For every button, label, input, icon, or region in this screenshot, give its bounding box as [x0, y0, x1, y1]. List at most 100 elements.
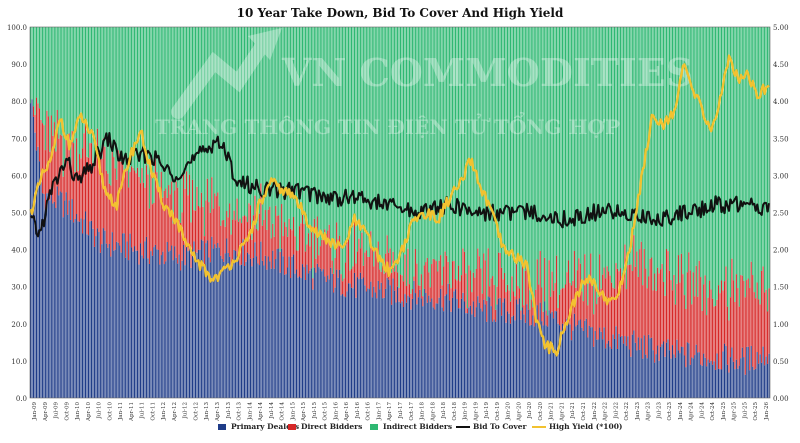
x-tick-label: Oct-15 [323, 402, 329, 421]
y-left-tick-label: 50.0 [11, 210, 27, 218]
bar-direct-bidders [235, 220, 237, 252]
bar-indirect-bidders [175, 27, 177, 182]
bar-direct-bidders [554, 283, 556, 312]
bar-primary-dealers [483, 299, 485, 398]
bar-primary-dealers [171, 245, 173, 398]
bar-indirect-bidders [368, 27, 370, 258]
bar-indirect-bidders [327, 27, 329, 231]
bar-primary-dealers [716, 353, 718, 398]
bar-indirect-bidders [764, 27, 766, 293]
bar-indirect-bidders [715, 27, 717, 306]
bar-primary-dealers [105, 243, 107, 398]
bar-direct-bidders [107, 173, 109, 248]
bar-primary-dealers [600, 331, 602, 398]
bar-primary-dealers [759, 354, 761, 398]
bar-indirect-bidders [651, 27, 653, 258]
bar-indirect-bidders [59, 27, 61, 135]
bar-primary-dealers [108, 243, 110, 398]
bar-indirect-bidders [654, 27, 656, 274]
bar-indirect-bidders [425, 27, 427, 263]
bar-direct-bidders [343, 278, 345, 297]
bar-direct-bidders [307, 233, 309, 274]
bar-primary-dealers [306, 264, 308, 398]
bar-primary-dealers [300, 278, 302, 398]
bar-indirect-bidders [703, 27, 705, 285]
bar-primary-dealers [30, 103, 32, 398]
bar-direct-bidders [184, 188, 186, 266]
bar-direct-bidders [709, 280, 711, 363]
bar-indirect-bidders [621, 27, 623, 277]
bar-indirect-bidders [281, 27, 283, 204]
y-right-tick-label: 0.50 [773, 358, 789, 366]
bar-indirect-bidders [585, 27, 587, 280]
bar-direct-bidders [178, 219, 180, 255]
bar-direct-bidders [402, 281, 405, 307]
bar-primary-dealers [125, 257, 127, 398]
bar-indirect-bidders [489, 27, 491, 287]
bar-direct-bidders [559, 294, 561, 326]
bar-primary-dealers [447, 283, 449, 398]
bar-primary-dealers [383, 297, 385, 398]
bar-direct-bidders [707, 297, 709, 360]
bar-direct-bidders [356, 251, 358, 278]
bar-primary-dealers [282, 256, 284, 398]
bar-indirect-bidders [180, 27, 182, 223]
bar-indirect-bidders [737, 27, 739, 289]
bar-indirect-bidders [96, 27, 98, 129]
bar-direct-bidders [622, 274, 624, 344]
bar-direct-bidders [56, 109, 58, 187]
bar-primary-dealers [710, 360, 712, 398]
bar-direct-bidders [683, 295, 685, 356]
legend-label: Primary Dealers [231, 422, 299, 431]
bar-direct-bidders [703, 284, 705, 354]
bar-primary-dealers [330, 267, 332, 398]
bar-primary-dealers [107, 247, 109, 398]
bar-indirect-bidders [291, 27, 293, 231]
bar-primary-dealers [59, 191, 61, 398]
bar-direct-bidders [758, 299, 760, 364]
bar-direct-bidders [224, 226, 226, 254]
bar-indirect-bidders [660, 27, 662, 270]
bar-indirect-bidders [600, 27, 602, 289]
bar-direct-bidders [129, 171, 131, 234]
bar-primary-dealers [723, 343, 726, 398]
y-right-tick-label: 4.50 [773, 61, 789, 69]
bar-direct-bidders [602, 274, 604, 340]
bar-direct-bidders [163, 190, 165, 265]
bar-direct-bidders [493, 284, 495, 320]
bar-direct-bidders [400, 274, 402, 304]
bar-indirect-bidders [401, 27, 403, 276]
bar-primary-dealers [713, 361, 715, 398]
bar-primary-dealers [101, 244, 103, 398]
bar-primary-dealers [401, 301, 403, 398]
bar-direct-bidders [32, 106, 35, 117]
watermark: VN COMMODITIES TRANG THÔNG TIN ĐIỆN TỬ T… [155, 28, 693, 139]
bar-direct-bidders [585, 279, 587, 319]
bar-indirect-bidders [128, 27, 130, 188]
bar-direct-bidders [643, 248, 645, 336]
bar-primary-dealers [521, 307, 523, 398]
bar-primary-dealers [245, 261, 247, 398]
bar-direct-bidders [215, 196, 217, 248]
bar-primary-dealers [230, 265, 232, 398]
bar-direct-bidders [581, 291, 583, 328]
bar-indirect-bidders [321, 27, 323, 240]
bar-primary-dealers [465, 313, 467, 398]
bar-primary-dealers [642, 358, 644, 398]
bar-primary-dealers [52, 203, 54, 398]
bar-indirect-bidders [446, 27, 448, 256]
x-tick-label: Oct-18 [452, 402, 458, 421]
bar-primary-dealers [478, 302, 480, 398]
bar-indirect-bidders [55, 27, 57, 152]
bar-direct-bidders [569, 282, 571, 325]
bar-primary-dealers [526, 304, 528, 398]
bar-indirect-bidders [50, 27, 52, 116]
x-tick-label: Jan-20 [506, 402, 512, 421]
bar-indirect-bidders [145, 27, 147, 166]
bar-indirect-bidders [278, 27, 280, 216]
bar-primary-dealers [608, 340, 610, 398]
bar-direct-bidders [251, 239, 253, 267]
bar-indirect-bidders [79, 27, 81, 155]
bar-direct-bidders [545, 310, 547, 326]
bar-direct-bidders [652, 290, 654, 351]
